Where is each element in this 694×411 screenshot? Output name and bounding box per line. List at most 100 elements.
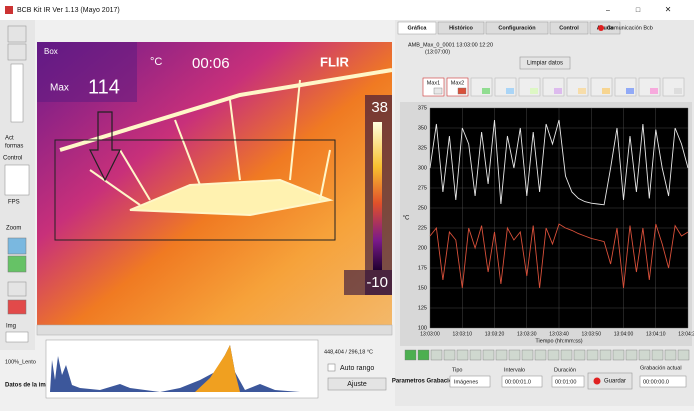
toolbar-label: Act: [5, 136, 14, 142]
legend-swatch: [554, 88, 562, 94]
minimize-button[interactable]: –: [606, 7, 610, 14]
adjust-label: Ajuste: [347, 381, 367, 388]
channel-button[interactable]: [483, 350, 494, 360]
tool-button[interactable]: [8, 26, 26, 42]
channel-button[interactable]: [444, 350, 455, 360]
x-tick-label: 13:04:00: [614, 331, 634, 337]
box-label: Box: [44, 47, 58, 56]
channel-button[interactable]: [626, 350, 637, 360]
tab-label: Control: [559, 25, 579, 31]
status: Comunicación Bcb: [607, 25, 653, 31]
toolbar-label: Img: [6, 324, 16, 330]
channel-button[interactable]: [548, 350, 559, 360]
channel-button[interactable]: [496, 350, 507, 360]
rec-type-value: Imágenes: [454, 379, 478, 385]
tool-button[interactable]: [8, 44, 26, 60]
x-axis-label: Tiempo (hh:mm:ss): [535, 338, 582, 344]
toolbar-label: formas: [5, 144, 23, 150]
duration-value: 00:01:00: [555, 379, 576, 385]
tab-label: Configuración: [498, 25, 536, 31]
status-led: [598, 25, 604, 31]
shape-tools[interactable]: [11, 64, 23, 122]
close-button[interactable]: ×: [665, 5, 671, 16]
app-icon: [5, 6, 13, 14]
y-tick-label: 300: [418, 165, 427, 171]
y-tick-label: 375: [418, 105, 427, 111]
zoom-button[interactable]: [8, 256, 26, 272]
current-label: Grabación actual: [640, 365, 682, 371]
app-window: BCB Kit IR Ver 1.13 (Mayo 2017) – □ × Ac…: [0, 0, 694, 406]
max-value: 114: [88, 76, 120, 98]
channel-button[interactable]: [535, 350, 546, 360]
x-tick-label: 13:04:20: [678, 331, 694, 337]
legend-swatch: [578, 88, 586, 94]
x-tick-label: 13:03:10: [453, 331, 473, 337]
x-tick-label: 13:03:20: [485, 331, 505, 337]
scale-min: -10: [366, 274, 388, 291]
channel-button[interactable]: [587, 350, 598, 360]
duration-label: Duración: [554, 367, 576, 373]
stop-button[interactable]: [8, 300, 26, 314]
channel-button[interactable]: [509, 350, 520, 360]
y-tick-label: 200: [418, 245, 427, 251]
channel-button[interactable]: [639, 350, 650, 360]
start-label: (13:07:00): [425, 49, 450, 55]
channel-button[interactable]: [665, 350, 676, 360]
rec-title: Parametros Grabación: [392, 379, 457, 385]
max-label: Max: [50, 83, 69, 94]
y-tick-label: 225: [418, 225, 427, 231]
scale-max: 38: [371, 99, 388, 116]
current-value: 00:00:00.0: [643, 379, 669, 385]
hist-mode: 100%_Lento: [5, 359, 36, 365]
channel-button[interactable]: [457, 350, 468, 360]
channel-button[interactable]: [600, 350, 611, 360]
time: 00:06: [192, 55, 230, 72]
auto-range-label: Auto rango: [340, 365, 374, 372]
y-tick-label: 275: [418, 185, 427, 191]
channel-button[interactable]: [613, 350, 624, 360]
page: BCB Kit IR Ver 1.13 (Mayo 2017) – □ × Ac…: [0, 0, 694, 406]
y-tick-label: 325: [418, 145, 427, 151]
img-field[interactable]: [6, 332, 28, 342]
tool-button[interactable]: [8, 282, 26, 296]
toolbar-label: Control: [3, 156, 22, 162]
y-axis-label: °C: [403, 216, 410, 222]
chart: 10012515017520022525027530032535037513:0…: [403, 105, 694, 344]
x-tick-label: 13:03:00: [420, 331, 440, 337]
channel-button[interactable]: [561, 350, 572, 360]
scrollbar[interactable]: [37, 325, 392, 335]
legend-label: Max2: [451, 80, 464, 86]
legend-swatch: [458, 88, 466, 94]
channel-button[interactable]: [652, 350, 663, 360]
channel-button[interactable]: [574, 350, 585, 360]
legend-swatch: [482, 88, 490, 94]
channel-button[interactable]: [431, 350, 442, 360]
tab-label: Histórico: [449, 25, 473, 31]
legend-swatch: [602, 88, 610, 94]
rec-type-label: Tipo: [452, 367, 463, 373]
channel-button[interactable]: [522, 350, 533, 360]
legend: Max1 Max2: [423, 78, 684, 96]
control-list[interactable]: [5, 165, 29, 195]
y-tick-label: 175: [418, 265, 427, 271]
y-tick-label: 350: [418, 125, 427, 131]
zoom-button[interactable]: [8, 238, 26, 254]
color-scale: [373, 122, 382, 270]
y-tick-label: 125: [418, 305, 427, 311]
channel-button[interactable]: [470, 350, 481, 360]
legend-label: Max1: [427, 80, 440, 86]
auto-range-checkbox[interactable]: [328, 364, 335, 371]
legend-swatch: [506, 88, 514, 94]
y-tick-label: 150: [418, 285, 427, 291]
tab-label: Gráfica: [408, 25, 428, 31]
range-text: 448,404 / 296,18 °C: [324, 349, 373, 355]
channel-button[interactable]: [678, 350, 689, 360]
x-tick-label: 13:03:30: [517, 331, 537, 337]
legend-swatch: [674, 88, 682, 94]
record-dot: [594, 378, 601, 385]
x-tick-label: 13:03:50: [582, 331, 602, 337]
channel-button[interactable]: [418, 350, 429, 360]
legend-swatch: [626, 88, 634, 94]
channel-button[interactable]: [405, 350, 416, 360]
unit: °C: [150, 56, 162, 68]
